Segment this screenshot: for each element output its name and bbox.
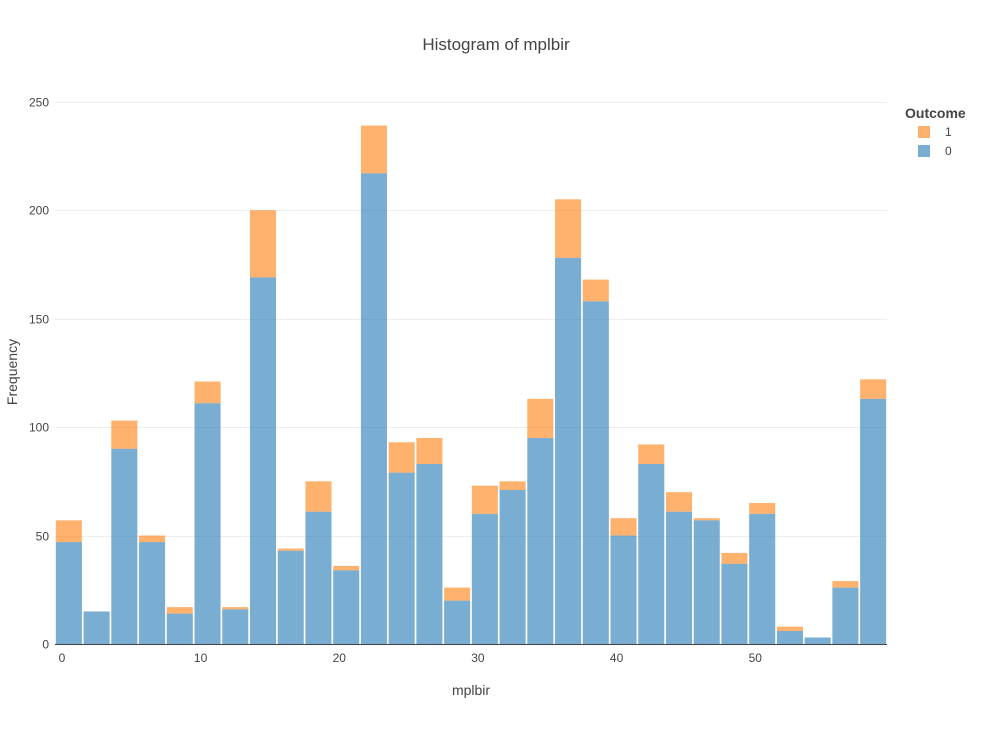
bar-outcome-1[interactable] — [388, 442, 415, 473]
bar-outcome-1[interactable] — [333, 565, 360, 571]
y-tick-label: 150 — [29, 313, 49, 327]
bar-outcome-0[interactable] — [776, 630, 803, 644]
bar-outcome-0[interactable] — [471, 513, 498, 644]
grid-layer — [55, 102, 887, 537]
bar-outcome-0[interactable] — [749, 513, 776, 644]
bar-outcome-1[interactable] — [55, 520, 82, 543]
bar-outcome-1[interactable] — [166, 607, 193, 614]
x-axis-title: mplbir — [452, 682, 490, 698]
bar-outcome-1[interactable] — [360, 125, 387, 174]
bar-outcome-1[interactable] — [194, 381, 221, 404]
bar-outcome-0[interactable] — [166, 613, 193, 644]
bar-outcome-1[interactable] — [638, 444, 665, 464]
bar-outcome-0[interactable] — [638, 463, 665, 644]
bar-outcome-1[interactable] — [416, 437, 443, 464]
bar-outcome-1[interactable] — [222, 607, 249, 610]
bar-outcome-0[interactable] — [388, 472, 415, 644]
legend[interactable]: Outcome 10 — [905, 105, 966, 158]
bar-outcome-0[interactable] — [721, 563, 748, 644]
legend-swatch — [918, 145, 930, 157]
legend-label: 0 — [945, 144, 952, 158]
bar-outcome-1[interactable] — [111, 420, 138, 449]
bar-outcome-1[interactable] — [499, 481, 526, 490]
bar-outcome-0[interactable] — [860, 398, 887, 644]
bar-outcome-1[interactable] — [305, 481, 332, 512]
bar-outcome-0[interactable] — [444, 600, 471, 644]
x-tick-label: 20 — [333, 651, 347, 665]
bar-outcome-0[interactable] — [333, 570, 360, 644]
y-axis-title: Frequency — [4, 339, 20, 405]
y-tick-label: 100 — [29, 421, 49, 435]
series-1 — [55, 125, 887, 631]
bar-outcome-1[interactable] — [582, 279, 609, 302]
y-tick-label: 200 — [29, 204, 49, 218]
legend-item-1[interactable]: 1 — [918, 125, 952, 139]
legend-swatch — [918, 126, 930, 138]
x-tick-label: 30 — [471, 651, 485, 665]
bar-outcome-1[interactable] — [139, 535, 166, 543]
bar-outcome-1[interactable] — [721, 552, 748, 564]
bar-outcome-0[interactable] — [305, 511, 332, 644]
bar-outcome-1[interactable] — [277, 548, 304, 551]
x-tick-label: 40 — [610, 651, 624, 665]
bar-outcome-1[interactable] — [444, 587, 471, 601]
bar-outcome-1[interactable] — [776, 626, 803, 631]
bar-outcome-1[interactable] — [249, 210, 277, 278]
x-tick-label: 0 — [59, 651, 66, 665]
bar-outcome-0[interactable] — [693, 520, 720, 644]
series-0 — [55, 173, 887, 644]
bar-outcome-1[interactable] — [832, 581, 859, 588]
bar-outcome-0[interactable] — [555, 257, 582, 644]
y-tick-labels: 0 50 100 150 200 250 — [29, 96, 49, 652]
bar-outcome-1[interactable] — [693, 518, 720, 521]
bar-outcome-0[interactable] — [360, 173, 387, 644]
x-tick-labels: 0 10 20 30 40 50 — [59, 651, 763, 665]
bar-outcome-0[interactable] — [804, 637, 831, 644]
bar-outcome-1[interactable] — [860, 379, 887, 399]
bar-outcome-0[interactable] — [416, 463, 443, 644]
bar-outcome-1[interactable] — [527, 398, 554, 438]
bar-outcome-0[interactable] — [83, 611, 110, 644]
legend-title: Outcome — [905, 105, 966, 121]
y-tick-label: 250 — [29, 96, 49, 110]
bar-outcome-0[interactable] — [249, 277, 277, 644]
bar-outcome-0[interactable] — [832, 587, 859, 644]
bar-outcome-0[interactable] — [665, 511, 693, 644]
y-tick-label: 0 — [42, 638, 49, 652]
bar-outcome-1[interactable] — [610, 518, 637, 536]
x-tick-label: 10 — [194, 651, 208, 665]
bar-outcome-0[interactable] — [277, 550, 304, 644]
bar-outcome-1[interactable] — [665, 492, 693, 512]
bar-outcome-0[interactable] — [111, 448, 138, 644]
x-tick-label: 50 — [749, 651, 763, 665]
legend-item-0[interactable]: 0 — [918, 144, 952, 158]
bar-outcome-1[interactable] — [471, 485, 498, 514]
bar-outcome-0[interactable] — [499, 489, 526, 644]
bar-outcome-1[interactable] — [749, 503, 776, 514]
bar-outcome-0[interactable] — [194, 403, 221, 644]
chart-title: Histogram of mplbir — [422, 35, 570, 54]
bars-layer — [55, 125, 887, 644]
bar-outcome-0[interactable] — [222, 609, 249, 644]
bar-outcome-0[interactable] — [55, 542, 82, 644]
legend-items: 10 — [918, 125, 952, 158]
bar-outcome-1[interactable] — [555, 199, 582, 258]
legend-label: 1 — [945, 125, 952, 139]
bar-outcome-0[interactable] — [527, 437, 554, 644]
y-tick-label: 50 — [36, 530, 50, 544]
bar-outcome-0[interactable] — [582, 301, 609, 644]
bar-outcome-0[interactable] — [610, 535, 637, 644]
bar-outcome-0[interactable] — [139, 542, 166, 644]
